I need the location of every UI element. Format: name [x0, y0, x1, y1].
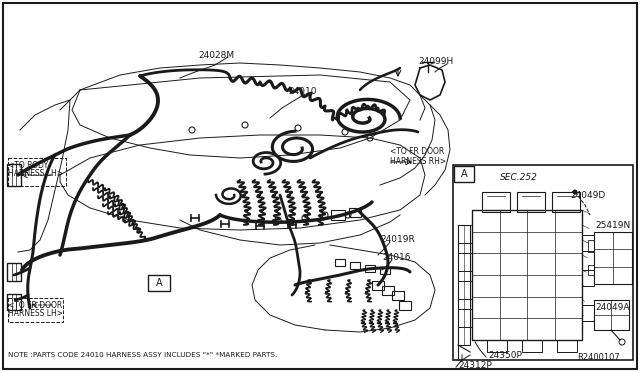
- Text: SEC.252: SEC.252: [500, 173, 538, 183]
- Text: 24099H: 24099H: [418, 58, 453, 67]
- Text: <TO FR DOOR: <TO FR DOOR: [8, 301, 62, 310]
- Text: 24010: 24010: [288, 87, 317, 96]
- Bar: [7, 263, 21, 281]
- Bar: [582, 270, 594, 286]
- Bar: [594, 232, 632, 284]
- Bar: [482, 192, 510, 212]
- Bar: [8, 158, 66, 186]
- Bar: [365, 264, 375, 272]
- Bar: [582, 305, 594, 321]
- Text: A: A: [156, 278, 163, 288]
- Bar: [331, 210, 345, 220]
- Text: 24049D: 24049D: [570, 190, 605, 199]
- Text: 24049A: 24049A: [595, 304, 630, 312]
- Bar: [453, 165, 633, 360]
- Text: HARNESS LH>: HARNESS LH>: [8, 310, 63, 318]
- Bar: [557, 340, 577, 352]
- Bar: [350, 262, 360, 269]
- Text: 25419N: 25419N: [595, 221, 630, 230]
- Bar: [594, 300, 629, 330]
- Bar: [582, 235, 594, 251]
- Text: 24312P: 24312P: [458, 362, 492, 371]
- Bar: [458, 225, 470, 345]
- Bar: [588, 265, 594, 275]
- Bar: [382, 285, 394, 295]
- Text: 24019R: 24019R: [380, 235, 415, 244]
- Bar: [552, 192, 580, 212]
- Bar: [522, 340, 542, 352]
- Bar: [8, 298, 63, 322]
- Text: HARNESS LH>: HARNESS LH>: [8, 169, 63, 177]
- Bar: [487, 340, 507, 352]
- Bar: [148, 275, 170, 291]
- Bar: [458, 281, 472, 299]
- Text: HARNESS RH>: HARNESS RH>: [390, 157, 446, 166]
- Bar: [399, 301, 411, 310]
- Bar: [349, 208, 361, 217]
- Bar: [7, 164, 21, 186]
- Text: NOTE :PARTS CODE 24010 HARNESS ASSY INCLUDES "*" *MARKED PARTS.: NOTE :PARTS CODE 24010 HARNESS ASSY INCL…: [8, 352, 277, 358]
- Bar: [7, 294, 21, 310]
- Bar: [472, 210, 582, 340]
- Bar: [392, 291, 404, 299]
- Text: <TO FR DOOR: <TO FR DOOR: [390, 148, 444, 157]
- Text: A: A: [461, 169, 467, 179]
- Text: 24028M: 24028M: [198, 51, 234, 60]
- Text: R2400107: R2400107: [577, 353, 620, 362]
- Text: <TO BODY: <TO BODY: [8, 160, 48, 170]
- Bar: [517, 192, 545, 212]
- Bar: [335, 259, 345, 266]
- Bar: [458, 253, 472, 271]
- Bar: [458, 225, 472, 243]
- Bar: [454, 166, 474, 182]
- Circle shape: [573, 189, 577, 195]
- Bar: [372, 280, 384, 289]
- Bar: [380, 266, 390, 273]
- Text: 24350P: 24350P: [488, 350, 522, 359]
- Bar: [458, 309, 472, 327]
- Text: 24016: 24016: [382, 253, 410, 263]
- Bar: [588, 240, 594, 252]
